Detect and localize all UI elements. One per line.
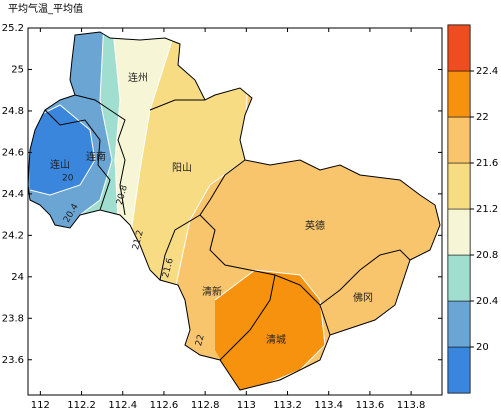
colorbar-tick-label: 21.6 xyxy=(476,158,498,169)
place-label: 连山 xyxy=(50,158,70,171)
colorbar-band xyxy=(447,162,471,210)
x-tick-label: 112 xyxy=(31,400,50,411)
place-label: 连南 xyxy=(86,150,106,163)
colorbar-tick-label: 22 xyxy=(476,112,489,123)
place-label: 清城 xyxy=(266,333,286,346)
x-tick-label: 113.6 xyxy=(356,400,385,411)
x-tick-label: 113.2 xyxy=(273,400,302,411)
title: 平均气温_平均值 xyxy=(8,2,83,15)
colorbar-tick-label: 20.4 xyxy=(476,296,498,307)
y-tick-label: 25 xyxy=(11,64,24,75)
y-tick-label: 24.6 xyxy=(2,147,24,158)
place-label: 清新 xyxy=(202,285,222,298)
band-fill xyxy=(30,105,95,195)
colorbar-band xyxy=(447,346,471,394)
colorbar-tick-label: 20 xyxy=(476,342,489,353)
x-tick-label: 112.8 xyxy=(191,400,220,411)
colorbar-tick-label: 22.4 xyxy=(476,66,498,77)
x-tick-label: 113.4 xyxy=(314,400,343,411)
colorbar-tick-label: 20.8 xyxy=(476,250,498,261)
place-label: 阳山 xyxy=(172,162,192,174)
colorbar-band xyxy=(447,116,471,164)
x-tick-label: 112.2 xyxy=(67,400,96,411)
colorbar-band xyxy=(447,254,471,302)
y-tick-label: 24.8 xyxy=(2,106,24,117)
place-label: 英德 xyxy=(305,219,325,232)
y-tick-label: 23.6 xyxy=(2,355,24,366)
y-tick-label: 24.2 xyxy=(2,230,24,241)
y-tick-label: 24.4 xyxy=(2,189,24,200)
y-tick-label: 24 xyxy=(11,272,24,283)
x-tick-label: 113 xyxy=(237,400,256,411)
band-fill xyxy=(215,270,325,390)
map-frame xyxy=(27,27,443,396)
place-label: 佛冈 xyxy=(353,291,373,304)
colorbar-band xyxy=(447,70,471,118)
x-tick-label: 112.6 xyxy=(150,400,179,411)
x-tick-label: 113.8 xyxy=(397,400,426,411)
colorbar-band xyxy=(447,300,471,348)
place-label: 连州 xyxy=(128,71,148,84)
y-tick-label: 25.2 xyxy=(2,23,24,34)
colorbar-band xyxy=(447,24,471,72)
x-tick-label: 112.4 xyxy=(108,400,137,411)
contour-label: 20 xyxy=(62,174,74,184)
band-fill xyxy=(28,32,112,390)
contour-label: 22 xyxy=(194,334,207,348)
y-tick-label: 23.8 xyxy=(2,313,24,324)
colorbar-tick-label: 21.2 xyxy=(476,204,498,215)
county-borders xyxy=(27,31,441,391)
colorbar-band xyxy=(447,208,471,256)
